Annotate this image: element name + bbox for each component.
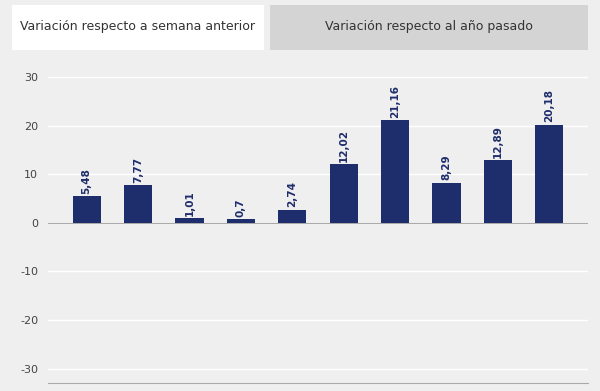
Bar [433,183,461,223]
Text: 5,48: 5,48 [82,168,92,194]
Bar [484,160,512,223]
Text: 21,16: 21,16 [390,84,400,118]
Bar [73,196,101,223]
FancyBboxPatch shape [12,5,264,50]
Bar [175,218,203,223]
Text: Variación respecto al año pasado: Variación respecto al año pasado [325,20,533,33]
Text: 12,89: 12,89 [493,125,503,158]
Bar [535,125,563,223]
Text: 7,77: 7,77 [133,156,143,183]
Text: Variación respecto a semana anterior: Variación respecto a semana anterior [20,20,256,33]
Text: 8,29: 8,29 [442,154,452,180]
Text: 1,01: 1,01 [184,190,194,215]
Text: 2,74: 2,74 [287,181,297,207]
Text: 0,7: 0,7 [236,198,246,217]
Bar [227,219,255,223]
Text: 20,18: 20,18 [544,90,554,122]
Bar [381,120,409,223]
Bar [124,185,152,223]
Text: 12,02: 12,02 [339,129,349,162]
Bar [329,165,358,223]
Bar [278,210,307,223]
FancyBboxPatch shape [270,5,588,50]
